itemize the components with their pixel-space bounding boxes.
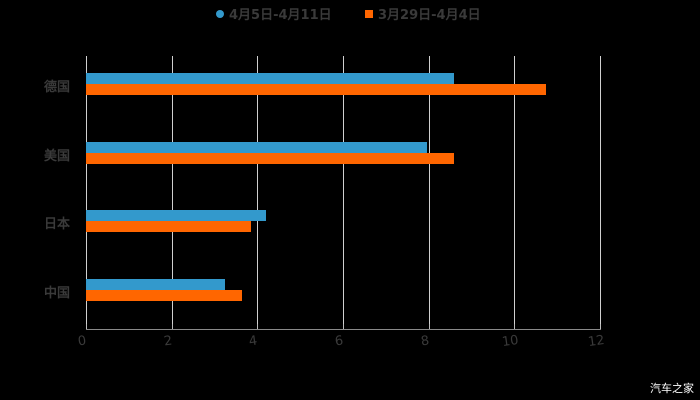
- bar[interactable]: [86, 210, 266, 221]
- bar[interactable]: [86, 221, 251, 232]
- x-tick-label: 2: [162, 333, 174, 350]
- bar[interactable]: [86, 142, 427, 153]
- y-category-label: 中国: [44, 286, 71, 301]
- gridline: [172, 56, 173, 328]
- x-tick: [429, 324, 430, 329]
- y-category-label: 德国: [44, 80, 71, 95]
- watermark: 汽车之家: [650, 382, 694, 395]
- legend-label: 4月5日-4月11日: [229, 8, 332, 23]
- x-tick: [514, 324, 515, 329]
- x-tick: [343, 324, 344, 329]
- gridline: [257, 56, 258, 328]
- legend-label: 3月29日-4月4日: [378, 8, 481, 23]
- bar[interactable]: [86, 153, 454, 164]
- x-tick: [86, 324, 87, 329]
- x-axis-line: [86, 329, 601, 330]
- square-marker-icon: [365, 9, 373, 18]
- gridline: [514, 56, 515, 328]
- gridline: [600, 56, 601, 328]
- legend: 4月5日-4月11日 3月29日-4月4日: [0, 4, 700, 24]
- legend-item-series-1[interactable]: 4月5日-4月11日: [216, 4, 332, 23]
- bar[interactable]: [86, 84, 546, 95]
- bar[interactable]: [86, 290, 242, 301]
- x-tick-label: 8: [419, 333, 431, 350]
- x-tick: [257, 324, 258, 329]
- gridline: [429, 56, 430, 328]
- x-tick-label: 6: [333, 333, 345, 350]
- x-tick-label: 4: [247, 333, 259, 350]
- bar[interactable]: [86, 73, 454, 84]
- x-tick-label: 12: [587, 332, 606, 351]
- y-category-label: 日本: [44, 217, 71, 232]
- legend-item-series-2[interactable]: 3月29日-4月4日: [365, 4, 481, 23]
- gridline: [343, 56, 344, 328]
- x-tick-label: 10: [501, 332, 520, 351]
- x-tick: [600, 324, 601, 329]
- circle-marker-icon: [216, 9, 224, 18]
- x-tick: [172, 324, 173, 329]
- gridline: [86, 56, 87, 328]
- y-category-label: 美国: [44, 149, 71, 164]
- x-tick-label: 0: [76, 333, 88, 350]
- bar[interactable]: [86, 279, 225, 290]
